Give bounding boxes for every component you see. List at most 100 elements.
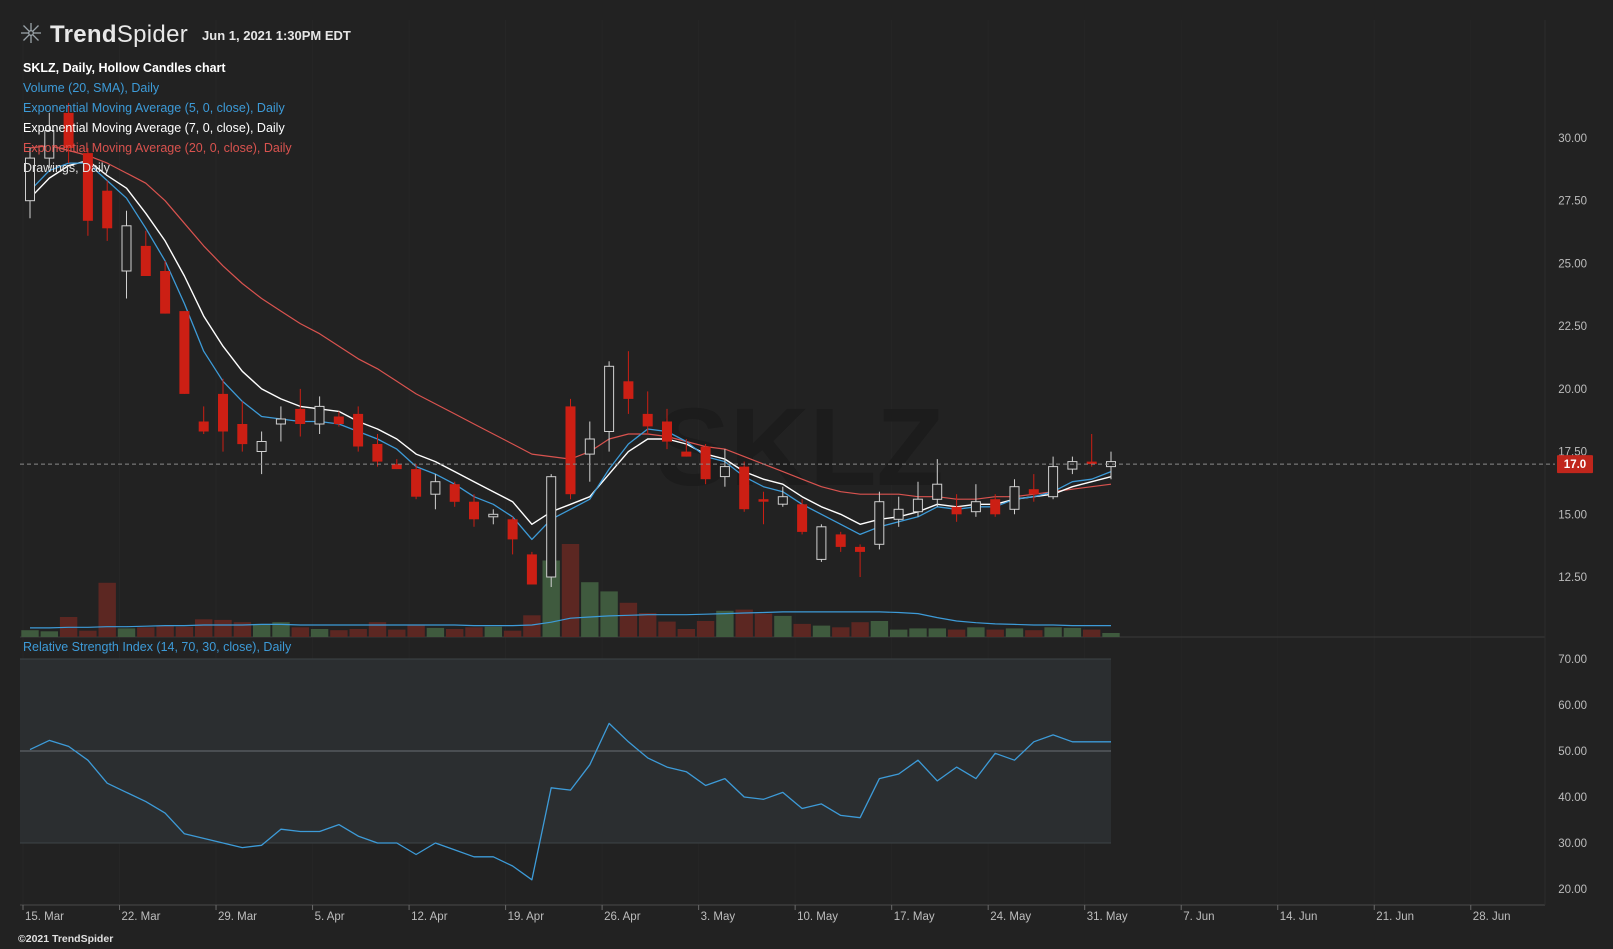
candle-body xyxy=(488,513,499,518)
rsi-tick-label: 50.00 xyxy=(1558,746,1587,758)
candle-body xyxy=(140,245,151,276)
candle xyxy=(275,406,286,442)
candle-body xyxy=(835,534,846,547)
candle-body xyxy=(218,393,228,432)
candle-body xyxy=(932,483,943,500)
volume-bar xyxy=(407,625,425,637)
rsi-tick-label: 30.00 xyxy=(1558,838,1587,850)
candle-body xyxy=(198,421,209,432)
header: TrendSpider Jun 1, 2021 1:30PM EDT xyxy=(18,20,351,50)
time-tick-label: 14. Jun xyxy=(1280,911,1318,923)
chart-timestamp: Jun 1, 2021 1:30PM EDT xyxy=(202,27,351,43)
rsi-tick-label: 70.00 xyxy=(1558,654,1587,666)
legend-item-ema-7[interactable]: Exponential Moving Average (7, 0, close)… xyxy=(23,121,285,135)
candle xyxy=(700,444,711,485)
volume-bar xyxy=(484,626,502,637)
candle xyxy=(604,361,615,452)
candle xyxy=(507,516,518,555)
volume-bars xyxy=(21,544,1120,637)
candle-body xyxy=(1009,486,1020,510)
candle-body xyxy=(681,451,692,457)
candle-body xyxy=(237,424,248,445)
candle-body xyxy=(449,484,460,502)
candle xyxy=(970,484,981,517)
candle-body xyxy=(121,225,132,272)
ema-5-line xyxy=(29,162,1112,541)
last-price-tag-text: 17.0 xyxy=(1564,459,1586,471)
candle-body xyxy=(63,112,74,148)
candle-body xyxy=(662,421,672,442)
volume-bar xyxy=(21,630,39,637)
candle xyxy=(584,421,595,482)
legend-item-volume[interactable]: Volume (20, SMA), Daily xyxy=(23,81,160,95)
volume-bar xyxy=(716,610,734,637)
candle-body xyxy=(951,506,962,515)
candle xyxy=(469,494,479,527)
candle-body xyxy=(411,469,422,497)
rsi-panel-label[interactable]: Relative Strength Index (14, 70, 30, clo… xyxy=(23,640,292,654)
time-axis[interactable]: 15. Mar 22. Mar 29. Mar 5. Apr 12. Apr 19. Ap… xyxy=(22,905,1511,923)
volume-bar xyxy=(909,628,927,637)
rsi-axis[interactable]: 70.00 60.00 50.00 40.00 30.00 20.00 xyxy=(1558,654,1587,896)
volume-bar xyxy=(503,630,522,637)
candle-body xyxy=(333,416,344,424)
volume-bar xyxy=(967,627,985,637)
candle xyxy=(777,486,788,507)
volume-bar xyxy=(870,621,889,637)
candle xyxy=(758,491,769,525)
rsi-panel[interactable] xyxy=(20,658,1111,844)
trendspider-logo-icon[interactable] xyxy=(18,20,44,51)
volume-bar xyxy=(98,582,116,637)
candle-body xyxy=(642,413,653,427)
candle-body xyxy=(855,546,865,552)
volume-bar xyxy=(561,544,580,637)
legend-item-ema-20[interactable]: Exponential Moving Average (20, 0, close… xyxy=(23,141,292,155)
candle xyxy=(546,474,557,587)
volume-bar xyxy=(1063,627,1082,637)
ema-5-path xyxy=(29,162,1112,541)
candle-body xyxy=(565,406,576,495)
price-tick-label: 27.50 xyxy=(1558,196,1587,208)
candle-body xyxy=(623,381,634,399)
volume-bar xyxy=(156,625,174,637)
candle-body xyxy=(758,499,769,502)
volume-bar xyxy=(465,627,483,637)
candle xyxy=(990,494,1001,517)
volume-bar xyxy=(986,629,1004,637)
volume-bar xyxy=(349,629,367,637)
candle xyxy=(160,260,171,314)
volume-bar xyxy=(677,629,695,637)
rsi-tick-label: 60.00 xyxy=(1558,700,1587,712)
candle-body xyxy=(777,496,788,505)
last-price-tag: 17.0 xyxy=(1557,455,1593,474)
volume-bar xyxy=(1102,633,1120,637)
candle-body xyxy=(912,498,923,513)
candle-body xyxy=(604,365,615,432)
time-tick-label: 17. May xyxy=(894,911,935,923)
time-tick-label: 3. May xyxy=(701,911,736,923)
candle xyxy=(179,311,190,394)
candle xyxy=(1028,474,1039,502)
volume-sma-line xyxy=(30,611,1111,629)
legend-item-drawings[interactable]: Drawings, Daily xyxy=(23,161,110,175)
chart-title[interactable]: SKLZ, Daily, Hollow Candles chart xyxy=(23,61,226,75)
volume-bar xyxy=(426,627,445,637)
brand-wordmark[interactable]: TrendSpider xyxy=(50,21,188,49)
volume-bar xyxy=(253,623,271,637)
brand-primary-text: Trend xyxy=(50,21,117,48)
time-tick-label: 10. May xyxy=(797,911,838,923)
rsi-tick-label: 20.00 xyxy=(1558,884,1587,896)
time-tick-label: 7. Jun xyxy=(1183,911,1214,923)
time-tick-label: 29. Mar xyxy=(218,911,257,923)
volume-bar xyxy=(619,602,638,637)
candle-body xyxy=(507,519,518,540)
price-tick-label: 30.00 xyxy=(1558,133,1587,145)
candle xyxy=(411,464,422,500)
time-tick-label: 24. May xyxy=(990,911,1031,923)
legend-item-ema-5[interactable]: Exponential Moving Average (5, 0, close)… xyxy=(23,101,285,115)
time-tick-label: 5. Apr xyxy=(315,911,345,923)
candle-body xyxy=(970,501,981,513)
candle-body xyxy=(256,441,267,452)
